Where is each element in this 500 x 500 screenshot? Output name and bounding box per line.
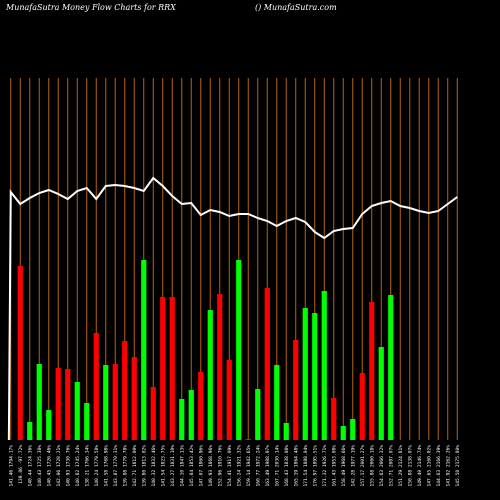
x-tick-label: 139.80 1813.02% (141, 445, 147, 487)
money-flow-bar (46, 410, 52, 440)
money-flow-bar (331, 398, 337, 440)
x-tick-label: 168.43 1838.08% (284, 445, 290, 487)
money-flow-bar (55, 368, 61, 440)
x-tick-label: 149.93 1868.96% (208, 445, 214, 487)
x-tick-label: 140.93 1730.76% (65, 445, 71, 487)
x-tick-label: 159.14 1942.65% (246, 445, 252, 487)
x-tick-label: 140.32 1832.46% (151, 445, 157, 487)
x-tick-label: 160.77 1972.24% (255, 445, 261, 487)
money-flow-bar (312, 313, 318, 440)
money-flow-bar (274, 365, 280, 440)
price-line-layer (7, 176, 458, 441)
x-tick-label: 141.54 1823.75% (160, 445, 166, 487)
x-tick-label: 139.86 -97.72% (18, 445, 24, 484)
money-flow-bar (293, 340, 299, 440)
money-flow-bar (122, 341, 128, 440)
money-flow-bar (198, 372, 204, 440)
x-tick-label: 140.43 1725.38% (37, 445, 43, 487)
x-tick-label: 142.28 1977.19% (350, 445, 356, 487)
money-flow-bar (264, 288, 270, 440)
money-flow-bar (350, 419, 356, 440)
money-flow-bar (369, 302, 375, 440)
x-tick-label: 152.96 1910.76% (217, 445, 223, 487)
money-flow-bars (17, 260, 394, 440)
money-flow-bar (188, 390, 194, 440)
x-tick-label: 157.17 2001.27% (360, 445, 366, 487)
money-flow-bar (169, 297, 175, 440)
x-tick-label: 139.88 1779.78% (122, 445, 128, 487)
money-flow-bar (36, 364, 42, 440)
x-tick-label: 152.71 2087.07% (388, 445, 394, 487)
x-tick-label: 140.24 1779.58% (94, 445, 100, 487)
x-tick-label: 138.21 1766.34% (84, 445, 90, 487)
money-flow-bar (17, 266, 23, 440)
x-tick-label: 145.58 2175.80% (455, 445, 461, 487)
x-tick-label: 158.49 1968.66% (341, 445, 347, 487)
x-tick-label: 165.19 1864.48% (293, 445, 299, 487)
x-tick-label: 155.88 2060.18% (369, 445, 375, 487)
money-flow-bar (340, 426, 346, 440)
money-flow-bar (321, 291, 327, 440)
x-tick-label: 147.07 1860.96% (198, 445, 204, 487)
x-tick-label: 141.92 2162.26% (445, 445, 451, 487)
x-tick-label: 140.82 1745.24% (75, 445, 81, 487)
x-tick-label: 156.24 1921.32% (236, 445, 242, 487)
x-tick-label: 163.49 1988.97% (265, 445, 271, 487)
x-tick-label: 171.54 1888.04% (303, 445, 309, 487)
x-tick-label: 150.88 2138.07% (407, 445, 413, 487)
x-tick-label: 143.27 1831.10% (170, 445, 176, 487)
price-line (304, 196, 458, 240)
money-flow-bar (150, 387, 156, 440)
money-flow-bar (302, 308, 308, 440)
chart-title: MunafaSutra Money Flow Charts for RRX (5, 3, 176, 12)
x-tick-label: 140.44 1724.36% (27, 445, 33, 487)
money-flow-bar (207, 310, 213, 440)
money-flow-bar (378, 347, 384, 440)
money-flow-bar (84, 403, 90, 440)
x-tick-label: 142.71 1812.00% (132, 445, 138, 487)
price-line (7, 176, 306, 441)
x-tick-label: 141.46 1794.17% (8, 445, 14, 487)
x-tick-label: 147.65 2160.02% (426, 445, 432, 487)
money-flow-bar (141, 260, 147, 440)
money-flow-bar (359, 373, 365, 440)
money-flow-bar (93, 333, 99, 440)
money-flow-bar (131, 357, 137, 440)
x-tick-label: 167.71 2030.14% (274, 445, 280, 487)
x-tick-label: 161.43 1953.08% (331, 445, 337, 487)
money-flow-bar (245, 439, 251, 440)
x-tick-label: 142.06 1728.21% (56, 445, 62, 487)
x-tick-label: 140.45 1726.46% (46, 445, 52, 487)
money-flow-bar (217, 294, 223, 440)
money-flow-bar (179, 399, 185, 440)
x-tick-label: 176.97 1895.51% (312, 445, 318, 487)
x-tick-labels: 141.46 1794.17% 139.86 -97.72% 140.44 1724… (8, 445, 461, 487)
money-flow-bar (388, 295, 394, 440)
money-flow-bar (65, 369, 71, 440)
x-tick-label: 144.63 2166.39% (436, 445, 442, 487)
money-flow-bar (255, 389, 261, 440)
money-flow-bar (103, 365, 109, 440)
x-tick-label: 154.41 1917.09% (227, 445, 233, 487)
x-tick-label: 171.32 1926.71% (322, 445, 328, 487)
x-tick-label: 143.87 1770.31% (113, 445, 119, 487)
money-flow-bar (236, 260, 242, 440)
money-flow-bar (74, 382, 80, 440)
site-credit: () MunafaSutra.com (255, 3, 337, 12)
x-tick-label: 149.40 2146.74% (417, 445, 423, 487)
x-tick-label: 145.84 1853.42% (189, 445, 195, 487)
x-tick-label: 141.58 1768.98% (103, 445, 109, 487)
money-flow-bar (27, 422, 33, 440)
x-tick-label: 144.10 1847.13% (179, 445, 185, 487)
money-flow-bar (283, 423, 289, 440)
money-flow-bar (160, 297, 166, 440)
money-flow-bar (112, 364, 118, 440)
x-tick-label: 151.29 2124.81% (398, 445, 404, 487)
money-flow-bar (226, 360, 232, 440)
x-tick-label: 154.63 2066.32% (379, 445, 385, 487)
